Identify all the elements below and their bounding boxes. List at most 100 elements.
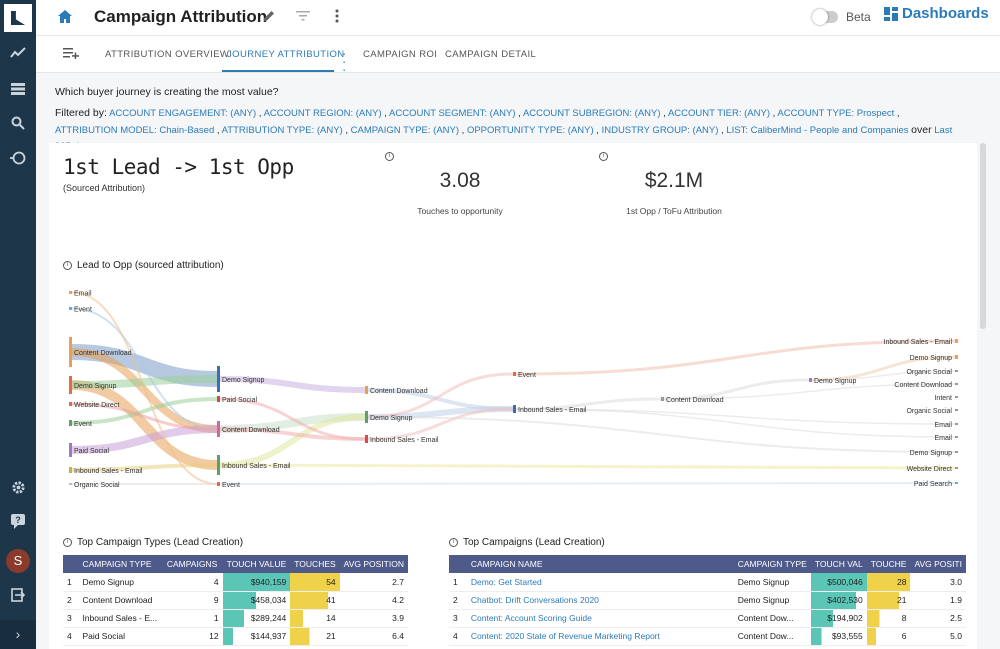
campaign-name-cell[interactable]: Chatbot: Drift Conversations 2020 [466,591,734,610]
table-row[interactable]: 1 Demo Signup 4 $940,159 54 2.7 [63,573,408,592]
filter-item[interactable]: CAMPAIGN TYPE: (ANY) [350,125,460,136]
sankey-node-label: Demo Signup [814,378,857,385]
column-header[interactable]: CAMPAIGN TYPE [78,555,163,573]
sankey-node [217,366,220,392]
touch-value-cell: $458,034 [222,591,291,610]
page-title: Campaign Attribution [94,7,268,26]
avg-position-cell: 3.9 [339,609,408,628]
filter-item[interactable]: ACCOUNT TIER: (ANY) [667,108,770,119]
touch-value-cell: $144,937 [222,627,291,646]
column-header[interactable]: CAMPAIGNS [162,555,223,573]
filter-item[interactable]: ACCOUNT SUBREGION: (ANY) [522,108,661,119]
search-icon[interactable] [0,113,36,139]
sankey-node-label: Intent [934,395,952,402]
sankey-node-label: Content Download [74,350,132,357]
filter-item[interactable]: LIST: CaliberMind - People and Companies [726,125,909,136]
column-header[interactable]: AVG POSITI [910,555,966,573]
more-menu-icon[interactable] [335,9,339,26]
table-row[interactable]: 3 Inbound Sales - E... 1 $289,244 14 3.9 [63,609,408,628]
campaign-count-cell: 1 [162,609,223,628]
table-row[interactable]: 2 Content Download 9 $458,034 41 4.2 [63,591,408,610]
filter-item[interactable]: ACCOUNT SEGMENT: (ANY) [389,108,516,119]
table-row[interactable]: 3 Content: Account Scoring Guide Content D… [449,609,966,628]
sankey-link [367,407,514,441]
settings-icon[interactable] [0,478,36,504]
add-tab-icon[interactable] [63,46,79,62]
sankey-link [219,376,366,393]
tab-campaign-detail[interactable]: CAMPAIGN DETAIL [445,49,537,60]
column-header[interactable]: TOUCH VALUE [222,555,291,573]
sankey-node [955,355,958,359]
filter-item[interactable]: OPPORTUNITY TYPE: (ANY) [466,125,594,136]
sankey-node-label: Demo Signup [370,415,413,422]
list-icon[interactable] [0,78,36,104]
sankey-node [69,337,72,367]
sankey-node-label: Organic Social [906,369,952,376]
rank-cell: 2 [449,591,467,610]
info-icon[interactable]: i [63,261,72,270]
sidebar-collapse-button[interactable]: › [0,620,36,649]
touch-value-cell: $194,902 [810,609,867,628]
info-icon[interactable]: i [385,152,394,161]
table-row[interactable]: 4 Content: 2020 State of Revenue Marketin… [449,627,966,646]
campaign-type-cell: Paid Social [78,627,163,646]
filter-item[interactable]: ATTRIBUTION MODEL: Chain-Based [55,125,215,136]
filter-item[interactable]: ATTRIBUTION TYPE: (ANY) [221,125,343,136]
column-header[interactable]: TOUCHE [866,555,911,573]
sankey-node-label: Inbound Sales - Email [518,407,587,414]
dashboards-link[interactable]: Dashboards [884,5,989,22]
info-icon[interactable]: i [63,538,72,547]
campaign-type-cell: Demo Signup [733,591,811,610]
kpi-attribution-label: 1st Opp / ToFu Attribution [626,206,722,216]
sankey-node-label: Content Download [894,382,952,389]
column-header[interactable]: AVG POSITION [339,555,408,573]
column-header[interactable]: TOUCH VAL [810,555,867,573]
campaign-name-cell[interactable]: Content: 2020 State of Revenue Marketing… [466,627,734,646]
table-row[interactable]: 2 Chatbot: Drift Conversations 2020 Demo S… [449,591,966,610]
sankey-node-label: Organic Social [906,408,952,415]
filter-item[interactable]: ACCOUNT TYPE: Prospect [777,108,895,119]
sankey-node [365,386,368,394]
filter-item[interactable]: ACCOUNT ENGAGEMENT: (ANY) [109,108,257,119]
filter-item[interactable]: ACCOUNT REGION: (ANY) [263,108,382,119]
rank-cell: 3 [449,609,467,628]
sankey-node [955,467,958,469]
page-scrollbar[interactable] [980,143,986,329]
info-icon[interactable]: i [449,538,458,547]
column-header[interactable]: TOUCHES [290,555,340,573]
help-icon[interactable]: ? [0,512,36,538]
logout-icon[interactable] [0,585,36,611]
home-icon[interactable] [56,8,74,26]
sankey-node-label: Inbound Sales - Email [884,339,953,346]
top-campaign-types-table: CAMPAIGN TYPE CAMPAIGNS TOUCH VALUE TOUCHES… [63,555,408,646]
sankey-link [367,372,514,419]
table-row[interactable]: 4 Paid Social 12 $144,937 21 6.4 [63,627,408,646]
column-header[interactable] [63,555,79,573]
sankey-node [955,370,958,372]
tab-journey-attribution[interactable]: JOURNEY ATTRIBUTION [227,49,345,60]
campaign-name-cell[interactable]: Content: Account Scoring Guide [466,609,734,628]
avatar[interactable]: S [6,549,30,573]
column-header[interactable]: CAMPAIGN TYPE [733,555,811,573]
sankey-node-label: Event [74,421,92,428]
avg-position-cell: 3.0 [910,573,966,592]
filter-item[interactable]: INDUSTRY GROUP: (ANY) [601,125,719,136]
touch-value-cell: $289,244 [222,609,291,628]
trend-icon[interactable] [0,42,36,68]
sankey-diagram: Email Event Content Download Demo Signup Web… [69,291,958,489]
column-header[interactable]: CAMPAIGN NAME [466,555,734,573]
beta-toggle[interactable] [812,9,838,25]
info-icon[interactable]: i [599,152,608,161]
journey-card: 1st Lead -> 1st Opp (Sourced Attribution… [49,143,977,649]
edit-icon[interactable] [262,9,276,26]
filter-icon[interactable] [296,9,310,25]
journey-icon[interactable] [0,148,36,174]
app-logo[interactable] [4,4,32,32]
tab-options-icon[interactable]: · · · [342,46,347,77]
campaign-name-cell[interactable]: Demo: Get Started [466,573,734,592]
table-row[interactable]: 1 Demo: Get Started Demo Signup $500,046 28 3… [449,573,966,592]
tab-campaign-roi[interactable]: CAMPAIGN ROI [363,49,438,60]
tab-attribution-overview[interactable]: ATTRIBUTION OVERVIEW [105,49,230,60]
column-header[interactable] [449,555,467,573]
touches-cell: 28 [866,573,911,592]
